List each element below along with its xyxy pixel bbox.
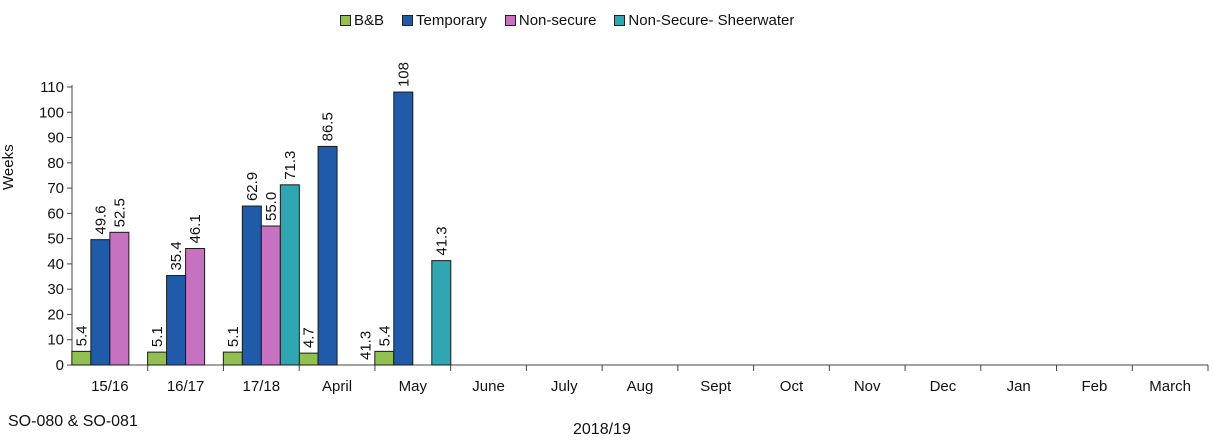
legend-swatch-temporary <box>402 15 414 26</box>
legend-item-bb: B&B <box>340 12 384 29</box>
y-tick-label: 40 <box>47 256 64 273</box>
data-label-non-secure-sheerwater-may: 41.3 <box>433 226 450 255</box>
legend-swatch-non-secure <box>504 15 516 26</box>
legend: B&B Temporary Non-secure Non-Secure- She… <box>340 12 794 29</box>
bar-b-b-16-17 <box>147 351 168 366</box>
legend-item-non-secure: Non-secure <box>504 12 597 29</box>
y-tick-label: 60 <box>47 205 64 222</box>
x-tick-label-16-17: 16/17 <box>167 378 205 395</box>
bar-b-b-april <box>298 352 319 366</box>
x-tick-label-feb: Feb <box>1081 378 1107 395</box>
data-label-temporary-15-16: 49.6 <box>92 205 109 234</box>
x-tick-label-jan: Jan <box>1007 378 1031 395</box>
bar-temporary-15-16 <box>90 239 111 366</box>
data-label-temporary-17-18: 62.9 <box>244 172 261 201</box>
data-label-non-secure-16-17: 46.1 <box>187 214 204 243</box>
y-tick-label: 110 <box>40 79 64 96</box>
x-tick-label-nov: Nov <box>854 378 881 395</box>
bar-temporary-16-17 <box>166 275 187 366</box>
legend-label-bb: B&B <box>354 12 385 29</box>
data-label-b-b-15-16: 5.4 <box>73 325 90 346</box>
y-tick-label: 90 <box>47 130 64 147</box>
x-tick-label-may: May <box>399 378 428 395</box>
bar-non-secure-sheerwater-may <box>431 260 452 366</box>
data-label-non-secure-15-16: 52.5 <box>111 198 128 227</box>
data-label-temporary-16-17: 35.4 <box>168 241 185 270</box>
bar-non-secure-16-17 <box>185 247 206 366</box>
data-label-non-secure-sheerwater-april: 41.3 <box>358 331 375 360</box>
x-tick-label-july: July <box>551 378 578 395</box>
data-label-non-secure-17-18: 55.0 <box>263 192 280 221</box>
legend-label-temporary: Temporary <box>416 12 487 29</box>
bar-b-b-may <box>374 350 395 366</box>
data-label-non-secure-sheerwater-17-18: 71.3 <box>282 151 299 180</box>
legend-item-temporary: Temporary <box>402 12 487 29</box>
bar-b-b-17-18 <box>222 351 243 366</box>
y-tick-label: 10 <box>47 332 64 349</box>
y-tick-label: 80 <box>47 155 64 172</box>
data-label-b-b-17-18: 5.1 <box>225 326 242 347</box>
x-tick-label-june: June <box>472 378 505 395</box>
bar-temporary-17-18 <box>241 205 262 366</box>
legend-label-sheerwater: Non-Secure- Sheerwater <box>628 12 795 29</box>
x-tick-label-15-16: 15/16 <box>91 378 129 395</box>
data-label-b-b-16-17: 5.1 <box>149 326 166 347</box>
bar-non-secure-17-18 <box>260 225 281 366</box>
x-axis-label: 2018/19 <box>573 421 631 438</box>
bar-temporary-may <box>393 91 414 366</box>
y-tick-label: 50 <box>47 231 64 248</box>
bar-non-secure-sheerwater-17-18 <box>279 184 300 366</box>
y-tick-label: 70 <box>47 180 64 197</box>
x-tick-label-april: April <box>322 378 352 395</box>
legend-item-sheerwater: Non-Secure- Sheerwater <box>614 12 794 29</box>
x-tick-label-dec: Dec <box>930 378 957 395</box>
y-tick-label: 100 <box>39 104 64 121</box>
y-tick-label: 30 <box>47 281 64 298</box>
data-label-b-b-april: 4.7 <box>301 327 318 348</box>
bar-b-b-15-16 <box>71 350 92 366</box>
x-tick-label-oct: Oct <box>780 378 804 395</box>
x-tick-label-aug: Aug <box>627 378 654 395</box>
legend-label-non-secure: Non-secure <box>518 12 597 29</box>
data-label-temporary-april: 86.5 <box>320 112 337 141</box>
bar-non-secure-15-16 <box>109 231 130 366</box>
data-label-temporary-may: 108 <box>395 62 412 87</box>
y-tick-label: 0 <box>56 357 64 374</box>
data-label-b-b-may: 5.4 <box>376 325 393 346</box>
y-tick-label: 20 <box>47 306 64 323</box>
legend-swatch-sheerwater <box>614 15 626 26</box>
bar-temporary-april <box>317 145 338 366</box>
x-tick-label-march: March <box>1149 378 1191 395</box>
x-tick-label-sept: Sept <box>700 378 732 395</box>
x-tick-label-17-18: 17/18 <box>243 378 281 395</box>
footer-reference: SO-080 & SO-081 <box>8 413 138 430</box>
legend-swatch-bb <box>340 15 351 26</box>
